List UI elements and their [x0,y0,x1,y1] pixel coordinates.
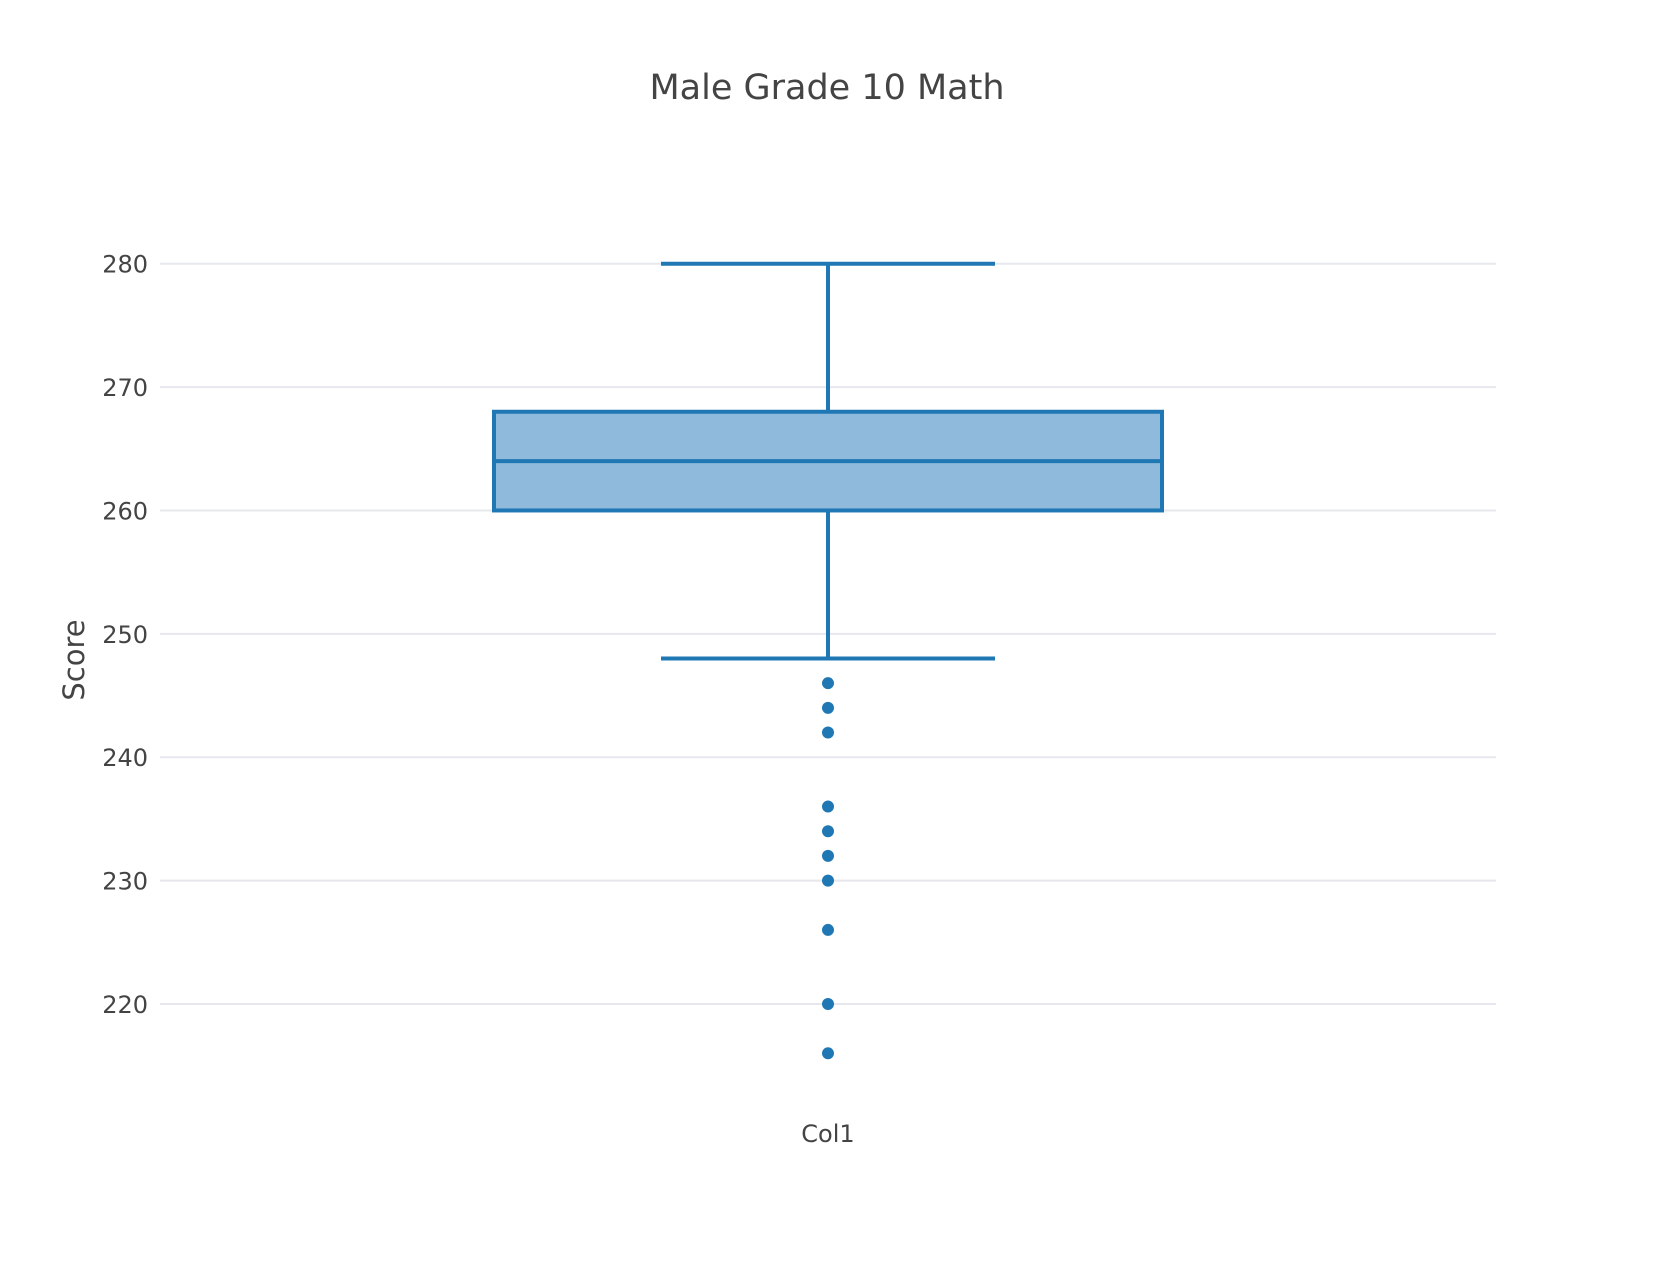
outlier-point [822,1047,834,1060]
outlier-point [822,726,834,739]
y-tick-label: 280 [102,251,148,279]
outlier-point [822,997,834,1010]
box-trace [492,261,1164,661]
y-tick-label: 230 [102,868,148,896]
outlier-points [822,677,834,1060]
outlier-point [822,849,834,862]
outlier-point [822,701,834,714]
y-tick-label: 220 [102,991,148,1019]
y-axis-title: Score [57,619,91,700]
outlier-point [822,677,834,690]
x-axis-ticks: Col1 [801,1120,854,1148]
y-tick-label: 250 [102,621,148,649]
outlier-point [822,800,834,813]
y-tick-label: 270 [102,374,148,402]
y-tick-label: 260 [102,497,148,525]
y-axis-ticks: 220 230 240 250 260 270 280 [102,251,148,1019]
y-tick-label: 240 [102,744,148,772]
outlier-point [822,874,834,887]
x-tick-label: Col1 [801,1120,854,1148]
chart-title: Male Grade 10 Math [649,68,1004,108]
outlier-point [822,825,834,838]
outlier-point [822,923,834,936]
